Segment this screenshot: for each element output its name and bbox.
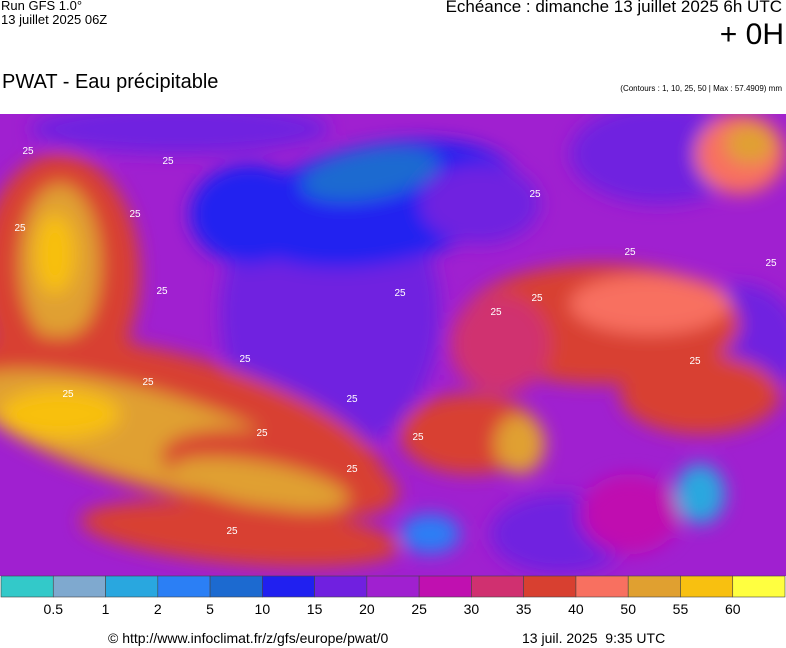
pwat-region — [580, 474, 680, 554]
legend-label: 20 — [359, 601, 375, 617]
pwat-region — [570, 274, 730, 334]
legend-label: 1 — [102, 601, 110, 617]
pwat-region — [300, 146, 440, 202]
legend-label: 60 — [725, 601, 741, 617]
contour-label: 25 — [531, 293, 543, 304]
contour-label: 25 — [239, 354, 251, 365]
contour-label: 25 — [22, 146, 34, 157]
pwat-region — [400, 514, 460, 554]
legend-swatch — [0, 575, 54, 598]
legend: 0.5 1 2 5 10 15 20 25 30 35 40 50 55 60 — [0, 575, 786, 617]
pwat-region — [675, 464, 725, 524]
contour-label: 25 — [162, 156, 174, 167]
pwat-region — [620, 354, 780, 434]
legend-label: 0.5 — [44, 601, 64, 617]
legend-swatch — [105, 575, 159, 598]
legend-swatch — [680, 575, 734, 598]
legend-swatch — [366, 575, 420, 598]
timestamp: 13 juil. 2025 9:35 UTC — [522, 630, 666, 646]
pwat-region — [450, 294, 550, 394]
pwat-region — [190, 164, 310, 264]
contour-label: 25 — [14, 223, 26, 234]
contour-label: 25 — [624, 247, 636, 258]
pwat-region — [725, 124, 775, 164]
pwat-region — [171, 457, 349, 511]
contour-label: 25 — [346, 464, 358, 475]
contour-label: 25 — [129, 209, 141, 220]
run-date: 13 juillet 2025 06Z — [1, 12, 108, 27]
echeance: Echéance : dimanche 13 juillet 2025 6h U… — [445, 0, 782, 16]
contour-label: 25 — [529, 189, 541, 200]
legend-swatch — [732, 575, 786, 598]
legend-swatch — [52, 575, 106, 598]
legend-swatch — [209, 575, 263, 598]
contour-label: 25 — [689, 356, 701, 367]
pwat-field — [0, 114, 786, 574]
contour-label: 25 — [226, 526, 238, 537]
legend-label: 55 — [673, 601, 689, 617]
legend-label: 2 — [154, 601, 162, 617]
legend-swatch — [627, 575, 681, 598]
contour-label: 25 — [256, 428, 268, 439]
contour-label: 25 — [490, 307, 502, 318]
pwat-region — [70, 324, 130, 364]
legend-label: 30 — [464, 601, 480, 617]
legend-swatch — [262, 575, 315, 598]
legend-swatch — [314, 575, 368, 598]
pwat-region — [420, 164, 540, 244]
legend-label: 5 — [206, 601, 214, 617]
legend-swatch — [523, 575, 577, 598]
contour-label: 25 — [394, 288, 406, 299]
legend-swatch — [418, 575, 472, 598]
legend-label: 25 — [411, 601, 427, 617]
contour-label: 25 — [62, 389, 74, 400]
run-label: Run GFS 1.0° — [1, 0, 83, 13]
pwat-region — [495, 414, 545, 474]
legend-label: 50 — [620, 601, 636, 617]
contours-note: (Contours : 1, 10, 25, 50 | Max : 57.490… — [620, 84, 782, 93]
legend-label: 15 — [307, 601, 323, 617]
pwat-region — [35, 214, 75, 294]
contour-label: 25 — [346, 394, 358, 405]
legend-swatch — [157, 575, 211, 598]
pwat-region — [0, 389, 120, 439]
legend-label: 35 — [516, 601, 532, 617]
contour-label: 25 — [156, 286, 168, 297]
legend-swatch — [471, 575, 524, 598]
legend-label: 40 — [568, 601, 584, 617]
title: PWAT - Eau précipitable — [2, 71, 219, 93]
source-url: © http://www.infoclimat.fr/z/gfs/europe/… — [108, 630, 389, 646]
pwat-region — [80, 501, 400, 567]
offset: + 0H — [719, 18, 784, 51]
pwat-region — [30, 114, 330, 154]
contour-label: 25 — [412, 432, 424, 443]
map: 25 25 25 25 25 25 25 25 25 25 25 25 25 25 25 25 25 25 25 25 — [0, 114, 786, 576]
legend-swatch — [575, 575, 629, 598]
contour-label: 25 — [142, 377, 154, 388]
contour-label: 25 — [765, 258, 777, 269]
legend-label: 10 — [255, 601, 271, 617]
